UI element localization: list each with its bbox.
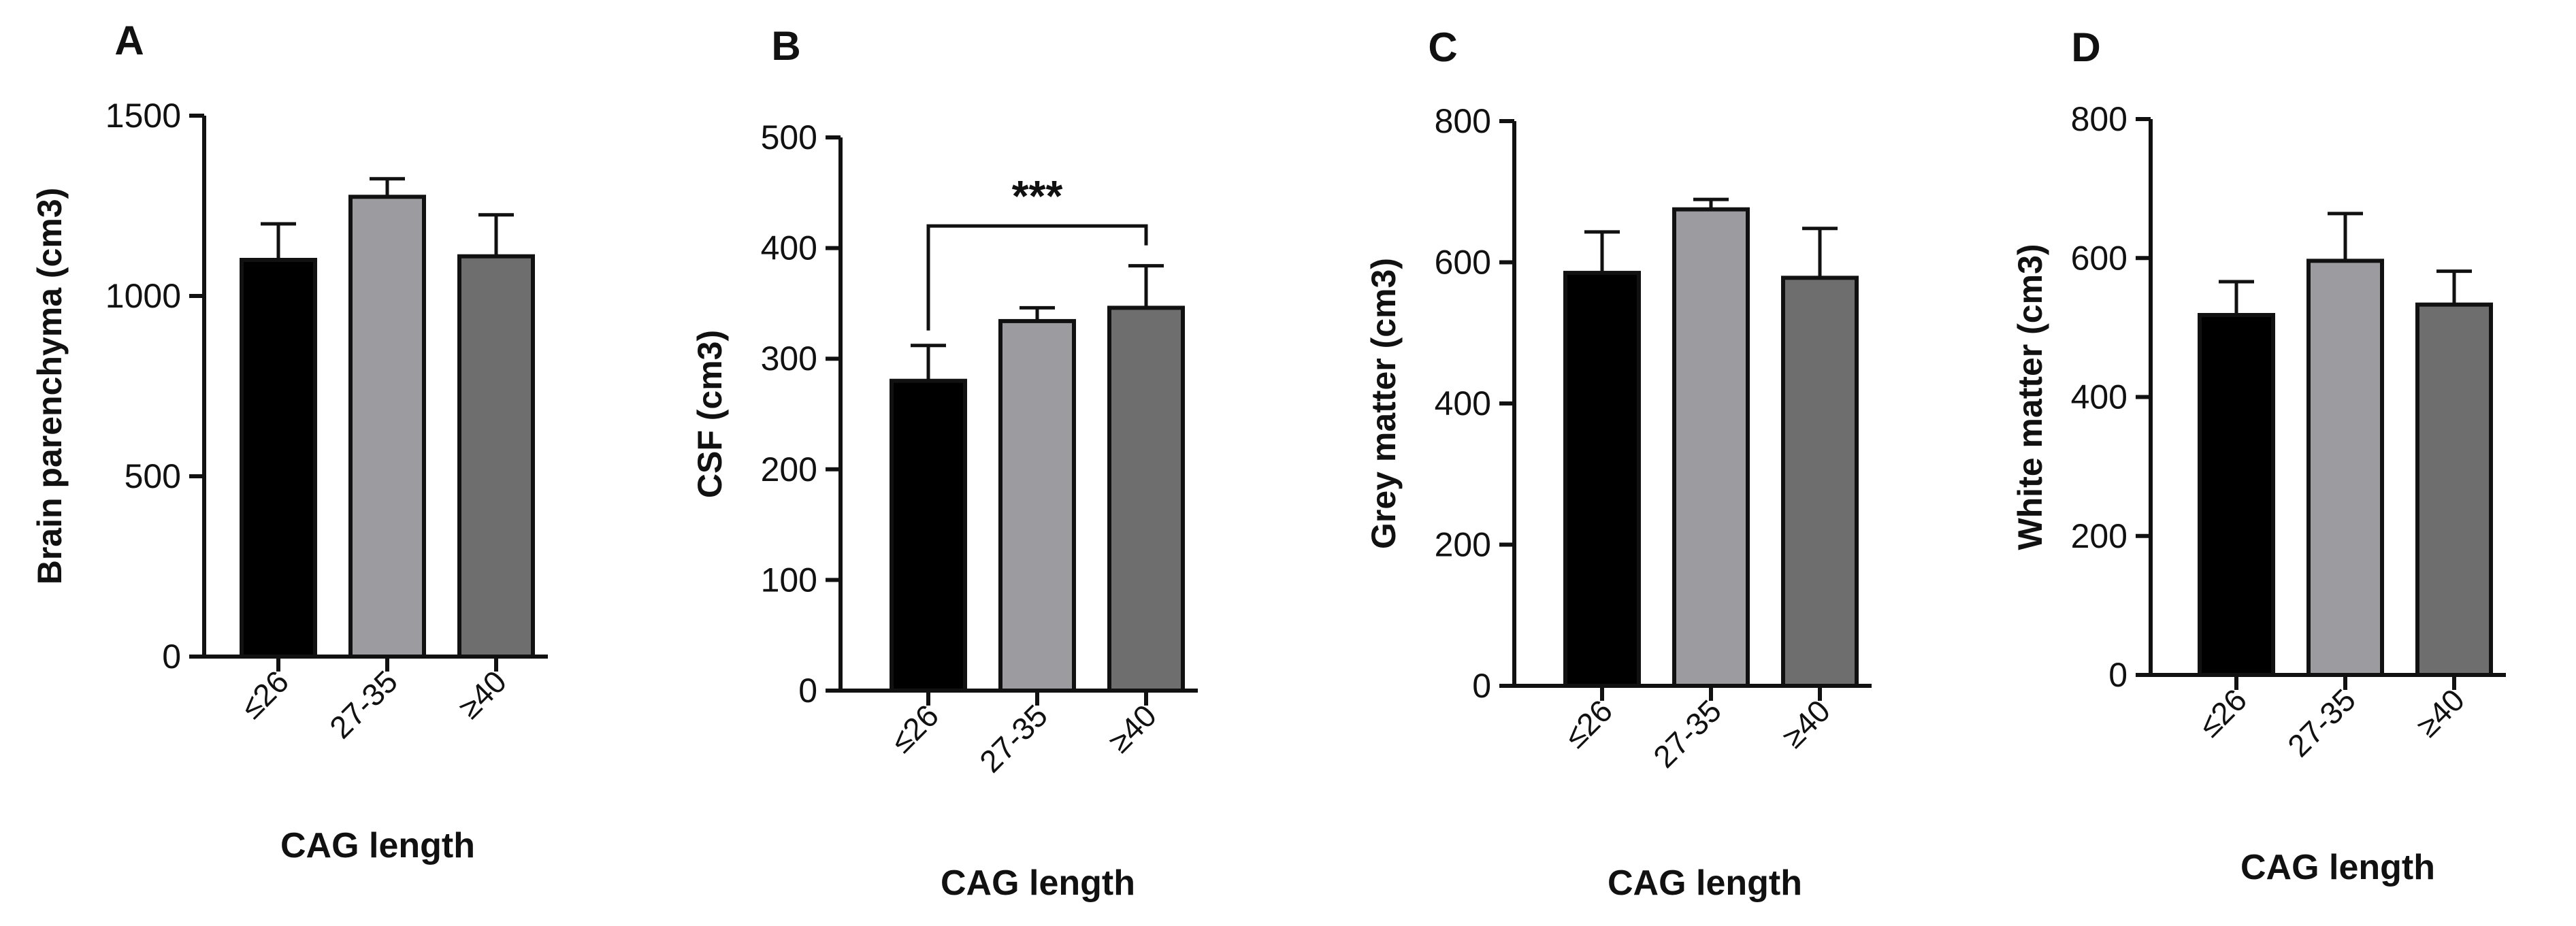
x-tick-label-1: ≤26 xyxy=(883,697,945,759)
x-tick-label-3: ≥40 xyxy=(451,663,513,725)
x-tick-label-3: ≥40 xyxy=(2409,682,2471,744)
y-tick-label: 0 xyxy=(798,672,817,710)
panel-letter: A xyxy=(114,18,144,63)
y-tick-label: 0 xyxy=(162,638,181,676)
panel-letter: C xyxy=(1428,24,1457,70)
x-tick-label-1: ≤26 xyxy=(233,663,295,725)
y-tick-label: 200 xyxy=(761,450,817,489)
significance-bracket xyxy=(926,224,1148,331)
bar-3 xyxy=(1107,305,1185,693)
bar-1 xyxy=(240,258,317,659)
x-tick-label-2: 27-35 xyxy=(2281,682,2362,763)
bar-2 xyxy=(348,195,426,659)
y-tick-label: 600 xyxy=(1435,244,1491,282)
y-tick-label: 800 xyxy=(1435,102,1491,140)
panel-letter: B xyxy=(771,23,800,69)
y-tick-label: 100 xyxy=(761,561,817,599)
y-tick-label: 400 xyxy=(1435,384,1491,423)
x-tick-label-2: 27-35 xyxy=(1646,693,1728,774)
y-tick-label: 1500 xyxy=(105,97,181,135)
chart-panel-c: C 0 200 400 600 800 Grey matter (cm3) ≤26 27-35 ≥… xyxy=(1365,24,1872,903)
bar-3 xyxy=(2415,302,2493,677)
y-tick-label: 200 xyxy=(1435,526,1491,564)
bar-1 xyxy=(890,378,967,693)
x-tick-label-3: ≥40 xyxy=(1775,693,1837,755)
x-axis-label: CAG length xyxy=(280,826,475,865)
x-axis-label: CAG length xyxy=(1608,863,1802,903)
bar-2 xyxy=(998,318,1076,693)
significance-label: *** xyxy=(1012,171,1063,220)
y-tick-label: 0 xyxy=(2108,656,2127,694)
y-axis-label: White matter (cm3) xyxy=(2011,244,2049,550)
y-tick-label: 600 xyxy=(2071,239,2127,277)
bar-3 xyxy=(1781,276,1859,688)
bar-1 xyxy=(2198,312,2275,677)
bar-2 xyxy=(2306,259,2384,677)
y-tick-label: 800 xyxy=(2071,100,2127,138)
bar-2 xyxy=(1672,207,1750,688)
y-tick-label: 500 xyxy=(761,118,817,156)
x-axis-label: CAG length xyxy=(941,863,1135,903)
x-tick-label-1: ≤26 xyxy=(2191,682,2253,744)
y-tick-label: 300 xyxy=(761,340,817,378)
x-tick-label-1: ≤26 xyxy=(1557,693,1619,755)
y-tick-label: 400 xyxy=(2071,378,2127,416)
y-tick-label: 1000 xyxy=(105,277,181,315)
y-tick-label: 500 xyxy=(125,457,181,495)
x-axis-label: CAG length xyxy=(2240,848,2435,887)
chart-panel-a: A 0 500 1000 1500 Brain parenchyma (cm3) ≤26 27… xyxy=(31,18,548,865)
x-tick-label-2: 27-35 xyxy=(973,697,1054,779)
y-tick-label: 400 xyxy=(761,229,817,267)
y-tick-label: 200 xyxy=(2071,517,2127,555)
y-axis-label: Grey matter (cm3) xyxy=(1365,258,1403,549)
chart-panel-b: B 0 100 200 300 400 500 CSF (cm3) ≤26 27-35 ≥40 CAG… xyxy=(691,23,1198,903)
panel-letter: D xyxy=(2071,24,2100,70)
bar-1 xyxy=(1563,271,1641,688)
y-tick-label: 0 xyxy=(1472,667,1491,705)
y-axis-label: Brain parenchyma (cm3) xyxy=(31,188,69,585)
y-axis-label: CSF (cm3) xyxy=(691,330,729,498)
bar-3 xyxy=(457,254,535,659)
chart-panel-d: D 0 200 400 600 800 White matter (cm3) ≤26 27-35… xyxy=(2011,24,2506,887)
x-tick-label-3: ≥40 xyxy=(1101,697,1163,759)
x-tick-label-2: 27-35 xyxy=(323,663,404,745)
